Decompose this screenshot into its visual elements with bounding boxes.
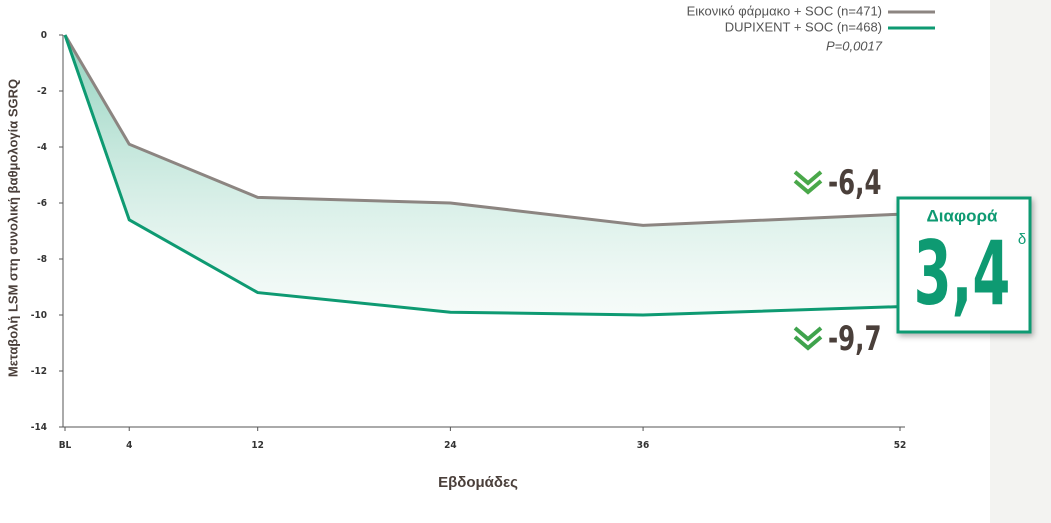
y-tick-label: -8 bbox=[37, 254, 47, 265]
x-tick-label: 36 bbox=[637, 440, 650, 451]
difference-value: 3,4 bbox=[914, 224, 1011, 326]
value-label: -9,7 bbox=[828, 319, 882, 358]
x-tick-label: 12 bbox=[251, 440, 264, 451]
chevron bbox=[793, 179, 823, 195]
difference-title: Διαφορά bbox=[927, 206, 998, 225]
x-tick-label: BL bbox=[59, 440, 72, 451]
chevron bbox=[793, 170, 823, 186]
series-line bbox=[63, 34, 901, 227]
y-axis-label: Μεταβολή LSM στη συνολική βαθμολογία SGR… bbox=[5, 79, 20, 377]
difference-box bbox=[896, 196, 1032, 334]
x-axis-label: Εβδομάδες bbox=[438, 474, 518, 491]
chevron-icon bbox=[793, 326, 823, 351]
legend-label: DUPIXENT + SOC (n=468) bbox=[725, 19, 882, 34]
series-line bbox=[63, 34, 901, 317]
chevron bbox=[793, 326, 823, 342]
y-tick-label: -12 bbox=[31, 366, 47, 377]
difference-area bbox=[65, 35, 900, 315]
y-tick-label: -10 bbox=[31, 310, 47, 321]
difference-frame bbox=[896, 196, 1032, 334]
p-value: P=0,0017 bbox=[826, 38, 883, 53]
y-tick-label: 0 bbox=[41, 30, 47, 41]
legend-label: Εικονικό φάρμακο + SOC (n=471) bbox=[687, 3, 882, 18]
x-tick-label: 24 bbox=[444, 440, 457, 451]
value-label: -6,4 bbox=[828, 163, 882, 202]
difference-footnote: δ bbox=[1018, 231, 1026, 248]
chevron bbox=[793, 335, 823, 351]
y-tick-label: -2 bbox=[37, 86, 47, 97]
y-tick-label: -6 bbox=[37, 198, 47, 209]
chevron-icon bbox=[793, 170, 823, 195]
x-tick-label: 52 bbox=[894, 440, 907, 451]
y-tick-label: -4 bbox=[37, 142, 47, 153]
x-tick-label: 4 bbox=[126, 440, 132, 451]
y-tick-label: -14 bbox=[31, 422, 47, 433]
